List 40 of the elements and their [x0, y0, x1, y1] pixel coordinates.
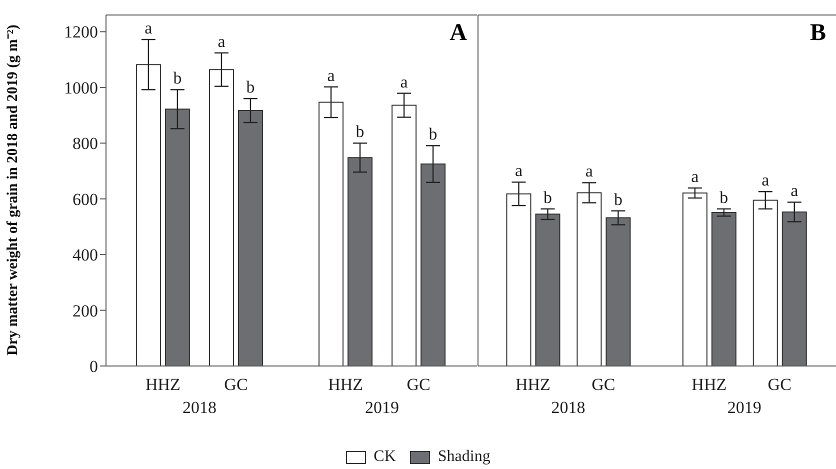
- y-tick-label: 1000: [64, 78, 98, 98]
- y-tick-label: 0: [90, 357, 98, 376]
- x-tick-label: GC: [224, 375, 248, 394]
- data-label: a: [762, 170, 770, 190]
- chart-title: A: [450, 20, 467, 47]
- legend-label: Shading: [438, 448, 490, 466]
- x-tick-label: GC: [768, 375, 792, 394]
- data-label: a: [400, 72, 408, 92]
- y-tick-label: 800: [72, 134, 98, 154]
- data-label: a: [327, 66, 336, 85]
- data-label: a: [218, 32, 226, 51]
- x-tick-label: HHZ: [515, 375, 550, 394]
- data-label: b: [246, 78, 255, 97]
- y-tick-label: 400: [72, 246, 98, 265]
- y-tick-label: 1200: [64, 22, 98, 42]
- data-label: b: [720, 188, 728, 207]
- data-label: b: [173, 68, 182, 88]
- x-tick-label: HHZ: [328, 375, 364, 394]
- text: 2019: [364, 398, 400, 418]
- x-tick-label: HHZ: [692, 375, 727, 394]
- x-tick-label: HHZ: [145, 375, 180, 394]
- y-tick-label: 200: [72, 301, 98, 320]
- data-label: b: [356, 122, 364, 142]
- legend-label: CK: [374, 448, 396, 466]
- data-label: a: [790, 181, 799, 200]
- chart-title: B: [810, 20, 826, 47]
- data-label: a: [514, 161, 523, 180]
- text: 2018: [550, 398, 586, 418]
- data-label: a: [585, 162, 594, 181]
- data-label: b: [543, 188, 552, 207]
- y-tick-label: 600: [72, 190, 98, 209]
- data-label: a: [691, 166, 700, 186]
- data-label: b: [428, 124, 438, 144]
- data-label: b: [614, 190, 622, 209]
- x-tick-label: GC: [406, 375, 430, 394]
- data-label: a: [144, 18, 153, 38]
- y-axis-title: Dry matter weight of grain in 2018 and 2019 (g m⁻²): [4, 24, 22, 358]
- text: 2018: [181, 398, 218, 418]
- x-tick-label: GC: [592, 375, 616, 394]
- text: 2019: [726, 398, 762, 418]
